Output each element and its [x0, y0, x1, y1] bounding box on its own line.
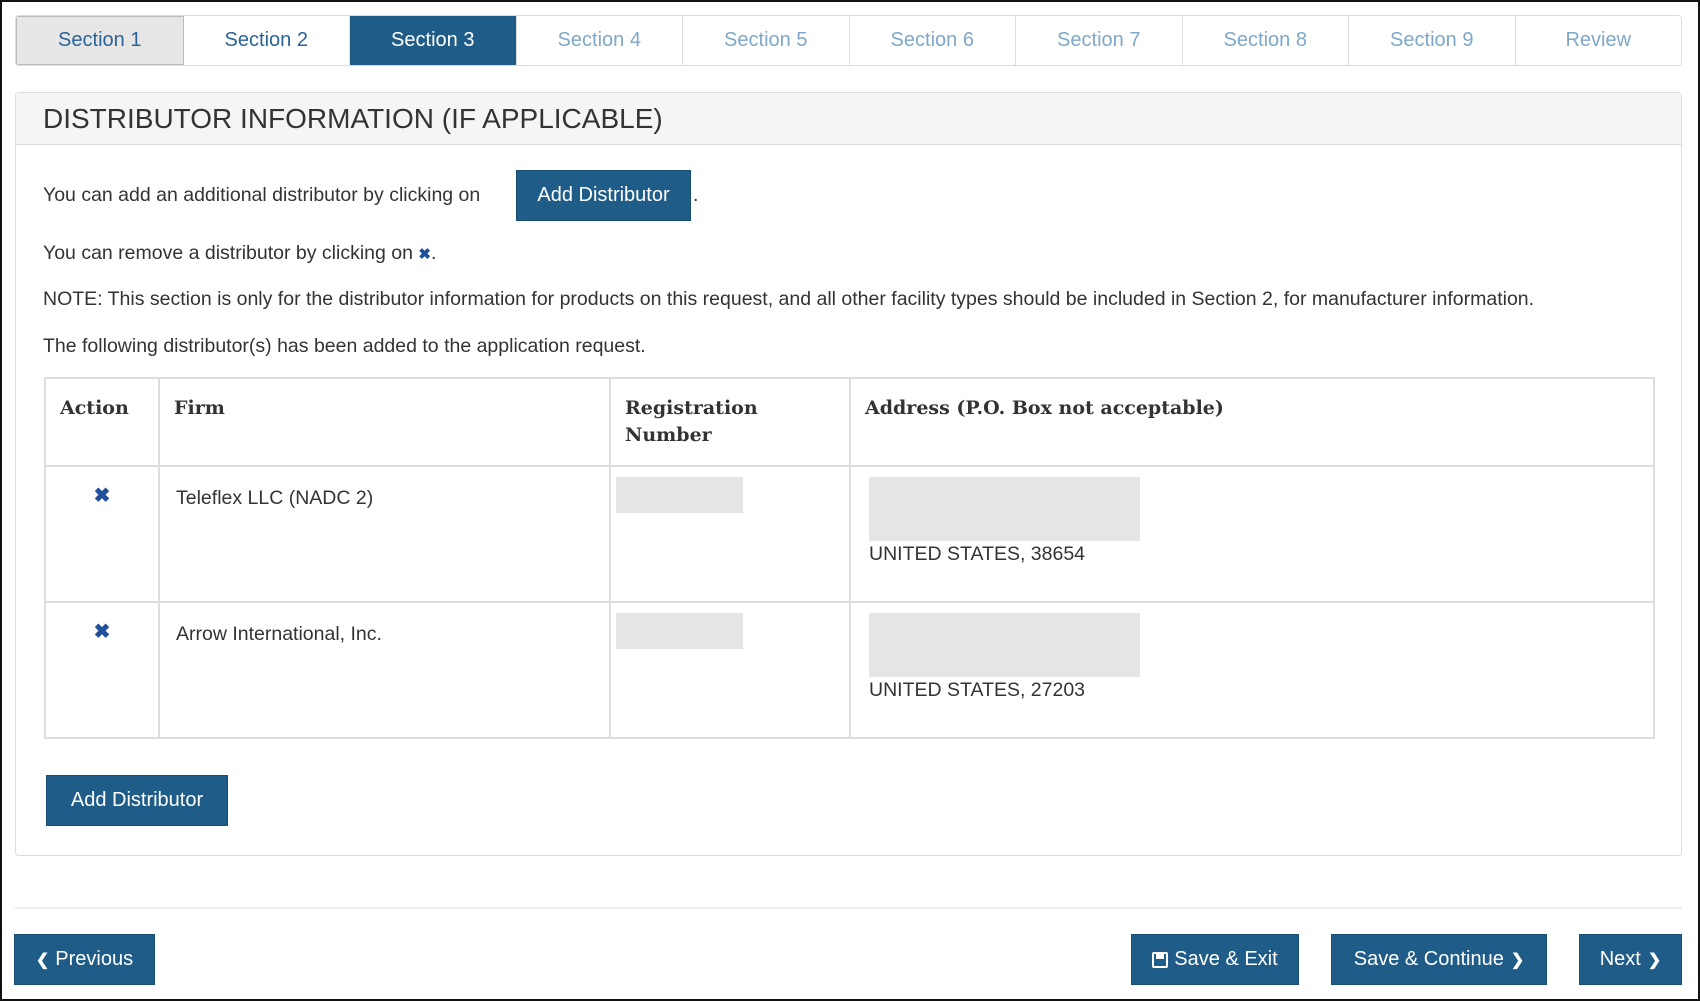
added-text: The following distributor(s) has been ad…	[43, 335, 646, 357]
next-button[interactable]: Next ❯	[1579, 934, 1682, 985]
previous-button[interactable]: ❮ Previous	[14, 934, 155, 985]
redacted-registration	[616, 613, 743, 649]
remove-instruction-text: You can remove a distributor by clicking…	[43, 242, 413, 264]
tab-review[interactable]: Review	[1515, 16, 1681, 65]
table-row: ✖ Arrow International, Inc. UNITED STATE…	[44, 601, 1655, 739]
tab-section-7[interactable]: Section 7	[1016, 16, 1183, 65]
distributor-panel: DISTRIBUTOR INFORMATION (IF APPLICABLE) …	[15, 92, 1682, 856]
note-text: NOTE: This section is only for the distr…	[43, 288, 1535, 310]
save-exit-label: Save & Exit	[1174, 948, 1278, 970]
address-country: UNITED STATES, 38654	[869, 543, 1086, 565]
tab-section-4[interactable]: Section 4	[516, 16, 683, 65]
distributor-table: Action Firm Registration Number Address …	[44, 377, 1655, 739]
add-distributor-button[interactable]: Add Distributor	[46, 775, 228, 826]
panel-title: DISTRIBUTOR INFORMATION (IF APPLICABLE)	[16, 93, 1681, 145]
chevron-right-icon: ❯	[1510, 951, 1525, 969]
table-header-row: Action Firm Registration Number Address …	[44, 377, 1655, 467]
section-tabs: Section 1 Section 2 Section 3 Section 4 …	[15, 15, 1682, 66]
tab-section-3[interactable]: Section 3	[350, 16, 517, 65]
redacted-address	[869, 477, 1140, 541]
save-exit-button[interactable]: Save & Exit	[1131, 934, 1299, 985]
tab-section-5[interactable]: Section 5	[683, 16, 850, 65]
firm-name: Arrow International, Inc.	[158, 601, 611, 739]
tab-section-6[interactable]: Section 6	[849, 16, 1016, 65]
add-distributor-inline-button[interactable]: Add Distributor	[516, 170, 691, 221]
header-action: Action	[44, 377, 160, 467]
remove-x-icon: ✖	[418, 246, 431, 263]
previous-label: Previous	[55, 948, 134, 970]
redacted-registration	[616, 477, 743, 513]
table-row: ✖ Teleflex LLC (NADC 2) UNITED STATES, 3…	[44, 465, 1655, 603]
tab-section-9[interactable]: Section 9	[1349, 16, 1516, 65]
save-continue-button[interactable]: Save & Continue ❯	[1331, 934, 1547, 985]
tab-section-2[interactable]: Section 2	[183, 16, 350, 65]
period: .	[693, 184, 699, 206]
next-label: Next	[1599, 948, 1641, 970]
chevron-right-icon: ❯	[1647, 951, 1662, 969]
add-instruction-text: You can add an additional distributor by…	[43, 184, 481, 206]
header-firm: Firm	[158, 377, 611, 467]
divider	[15, 907, 1682, 909]
tab-section-1[interactable]: Section 1	[16, 16, 184, 65]
chevron-left-icon: ❮	[35, 951, 50, 969]
save-icon	[1152, 951, 1169, 968]
tab-section-8[interactable]: Section 8	[1182, 16, 1349, 65]
firm-name: Teleflex LLC (NADC 2)	[158, 465, 611, 603]
redacted-address	[869, 613, 1140, 677]
remove-instruction: You can remove a distributor by clicking…	[43, 242, 437, 264]
header-address: Address (P.O. Box not acceptable)	[849, 377, 1655, 467]
save-continue-label: Save & Continue	[1353, 948, 1504, 970]
header-registration: Registration Number	[609, 377, 851, 467]
address-country: UNITED STATES, 27203	[869, 679, 1086, 701]
add-instruction: You can add an additional distributor by…	[43, 184, 480, 207]
remove-distributor-icon[interactable]: ✖	[93, 621, 111, 643]
remove-distributor-icon[interactable]: ✖	[93, 485, 111, 507]
